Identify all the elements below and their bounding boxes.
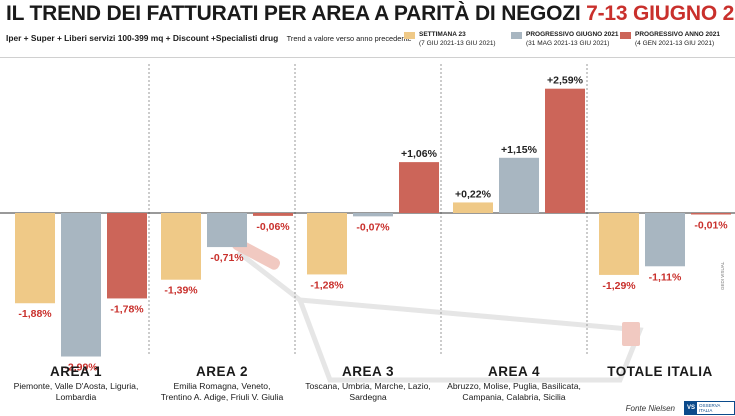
bar-area-2-progressivo-giugno-2021	[207, 213, 247, 248]
category-label-totale-italia: TOTALE ITALIA	[607, 364, 713, 379]
data-label-area-3-progressivo-giugno-2021: -0,07%	[356, 221, 390, 233]
data-label-area-2-settimana-23: -1,39%	[164, 285, 198, 297]
data-label-area-1-settimana-23: -1,88%	[18, 308, 52, 320]
legend-range-progressivo-giugno: (31 MAG 2021-13 GIU 2021)	[526, 39, 610, 47]
data-label-totale-italia-progressivo-giugno-2021: -1,11%	[649, 271, 682, 283]
legend-range-progressivo-anno: (4 GEN 2021-13 GIU 2021)	[635, 39, 715, 47]
data-label-area-2-progressivo-anno-2021: -0,06%	[256, 221, 290, 233]
brand-logo-mark: VS	[685, 402, 698, 414]
data-label-area-2-progressivo-giugno-2021: -0,71%	[210, 252, 244, 264]
category-regions-area-3: Sardegna	[349, 392, 386, 402]
chart-title: IL TREND DEI FATTURATI PER AREA A PARITÀ…	[6, 2, 735, 26]
chart-title-date: 7-13 GIUGNO 2021	[586, 2, 735, 25]
brand-logo-text: OSSERVA ITALIA	[699, 403, 721, 413]
bar-area-4-progressivo-anno-2021	[545, 88, 585, 213]
legend-swatch-progressivo-anno	[620, 32, 631, 39]
side-credit: GEDI VISUAL	[720, 261, 725, 290]
shopping-cart-illustration	[231, 238, 644, 383]
bar-area-1-progressivo-giugno-2021	[61, 213, 101, 357]
legend-swatch-settimana	[404, 32, 415, 39]
category-label-area-3: AREA 3	[342, 364, 394, 379]
category-regions-area-2: Trentino A. Adige, Friuli V. Giulia	[161, 392, 284, 402]
category-regions-area-4: Campania, Calabria, Sicilia	[462, 392, 565, 402]
bar-totale-italia-settimana-23	[599, 213, 639, 275]
bar-area-1-progressivo-anno-2021	[107, 213, 147, 299]
bar-area-2-settimana-23	[161, 213, 201, 280]
category-label-area-2: AREA 2	[196, 364, 248, 379]
legend-label-progressivo-anno: PROGRESSIVO ANNO 2021	[635, 31, 721, 38]
category-label-area-1: AREA 1	[50, 364, 102, 379]
category-regions-area-1: Lombardia	[56, 392, 97, 402]
bar-area-4-settimana-23	[453, 202, 493, 213]
data-label-area-4-progressivo-anno-2021: +2,59%	[547, 75, 584, 87]
category-regions-area-1: Piemonte, Valle D'Aosta, Liguria,	[14, 381, 139, 391]
bar-totale-italia-progressivo-giugno-2021	[645, 213, 685, 267]
chart-subtitle: Iper + Super + Liberi servizi 100-399 mq…	[6, 33, 412, 43]
bar-area-3-progressivo-giugno-2021	[353, 213, 393, 217]
bar-area-1-settimana-23	[15, 213, 55, 304]
data-label-area-3-progressivo-anno-2021: +1,06%	[401, 148, 438, 160]
bar-area-3-progressivo-anno-2021	[399, 162, 439, 213]
data-label-totale-italia-progressivo-anno-2021: -0,01%	[694, 220, 728, 232]
data-label-area-4-progressivo-giugno-2021: +1,15%	[501, 144, 538, 156]
data-label-area-3-settimana-23: -1,28%	[310, 279, 344, 291]
chart-title-main: IL TREND DEI FATTURATI PER AREA A PARITÀ…	[6, 2, 581, 25]
data-label-totale-italia-settimana-23: -1,29%	[602, 280, 636, 292]
data-label-area-4-settimana-23: +0,22%	[455, 188, 492, 200]
bar-totale-italia-progressivo-anno-2021	[691, 213, 731, 215]
category-regions-area-3: Toscana, Umbria, Marche, Lazio,	[305, 381, 431, 391]
chart-subtitle-note: Trend a valore verso anno precedente	[286, 34, 412, 43]
chart-subtitle-channels: Iper + Super + Liberi servizi 100-399 mq…	[6, 33, 279, 43]
data-label-area-1-progressivo-giugno-2021: -2,99%	[64, 362, 98, 374]
legend-label-progressivo-giugno: PROGRESSIVO GIUGNO 2021	[526, 31, 619, 38]
legend-label-settimana: SETTIMANA 23	[419, 31, 466, 38]
bar-area-3-settimana-23	[307, 213, 347, 275]
category-regions-area-2: Emilia Romagna, Veneto,	[174, 381, 271, 391]
brand-logo: VS OSSERVA ITALIA	[684, 401, 735, 415]
bar-area-2-progressivo-anno-2021	[253, 213, 293, 216]
header-rule	[0, 57, 735, 58]
data-label-area-1-progressivo-anno-2021: -1,78%	[110, 303, 144, 315]
category-regions-area-4: Abruzzo, Molise, Puglia, Basilicata,	[447, 381, 581, 391]
category-label-area-4: AREA 4	[488, 364, 540, 379]
bar-area-4-progressivo-giugno-2021	[499, 157, 539, 213]
legend-range-settimana: (7 GIU 2021-13 GIU 2021)	[419, 39, 496, 47]
source-note: Fonte Nielsen	[625, 404, 675, 413]
legend-swatch-progressivo-giugno	[511, 32, 522, 39]
